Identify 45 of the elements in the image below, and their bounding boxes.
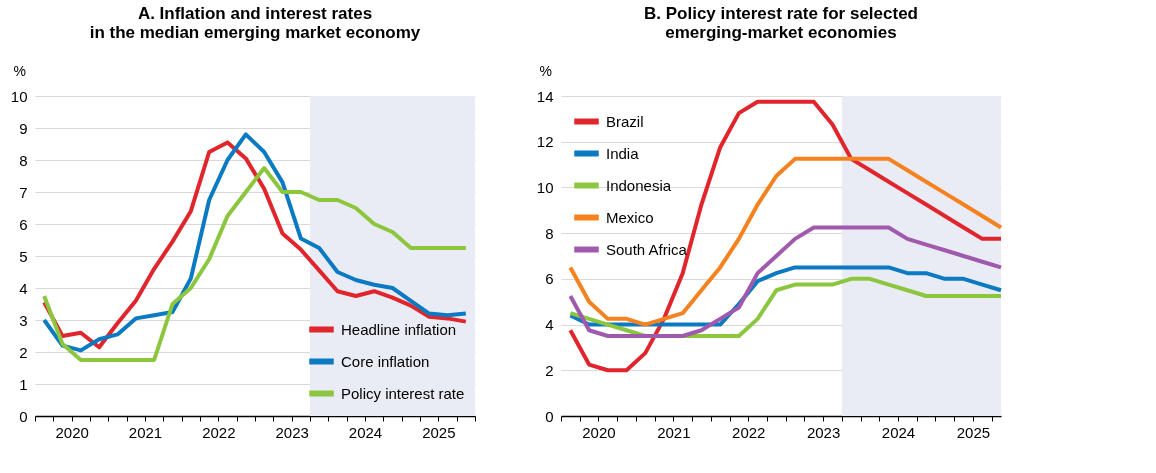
legend-label: South Africa <box>606 240 688 258</box>
y-tick-label: 6 <box>19 215 28 233</box>
y-tick-label: 8 <box>19 151 28 169</box>
y-tick-label: 5 <box>19 247 28 265</box>
x-tick-label: 2025 <box>422 423 456 441</box>
y-tick-label: 0 <box>545 407 554 425</box>
y-tick-label: 7 <box>19 183 28 201</box>
x-tick-label: 2025 <box>956 423 991 441</box>
y-tick-label: 1 <box>19 375 28 393</box>
x-tick-label: 2021 <box>657 423 691 441</box>
y-tick-label: 4 <box>19 279 28 297</box>
x-tick-label: 2022 <box>732 423 766 441</box>
y-tick-label: 8 <box>545 224 554 242</box>
legend-label: Headline inflation <box>341 320 457 338</box>
legend-label: India <box>606 144 640 162</box>
x-tick-label: 2020 <box>582 423 616 441</box>
x-tick-label: 2024 <box>348 423 383 441</box>
line-series <box>568 225 1003 338</box>
x-tick-label: 2023 <box>806 423 841 441</box>
legend-label: Policy interest rate <box>341 384 465 402</box>
y-tick-label: 10 <box>10 87 28 105</box>
x-tick-label: 2022 <box>202 423 236 441</box>
chart-title: B. Policy interest rate for selected emerging-market economies <box>644 4 918 42</box>
y-tick-label: 12 <box>536 133 554 151</box>
y-tick-label: 0 <box>19 407 28 425</box>
legend-label: Brazil <box>606 112 644 130</box>
legend-label: Mexico <box>606 208 654 226</box>
y-tick-label: 2 <box>19 343 28 361</box>
y-tick-label: 10 <box>536 178 554 196</box>
legend-label: Indonesia <box>606 176 672 194</box>
y-tick-label: 9 <box>19 119 28 137</box>
y-tick-label: 2 <box>545 361 554 379</box>
y-axis-title: % <box>13 62 26 79</box>
y-tick-label: 3 <box>19 311 28 329</box>
x-tick-label: 2021 <box>128 423 163 441</box>
y-tick-label: 14 <box>536 87 554 105</box>
y-tick-label: 4 <box>545 316 554 334</box>
x-tick-label: 2023 <box>275 423 309 441</box>
chart-title: A. Inflation and interest rates in the median emerging market economy <box>89 4 421 42</box>
x-tick-label: 2024 <box>881 423 916 441</box>
line-series <box>568 99 1003 373</box>
legend-label: Core inflation <box>341 352 430 370</box>
y-axis-title: % <box>539 62 552 79</box>
y-tick-label: 6 <box>545 270 554 288</box>
x-tick-label: 2020 <box>55 423 89 441</box>
